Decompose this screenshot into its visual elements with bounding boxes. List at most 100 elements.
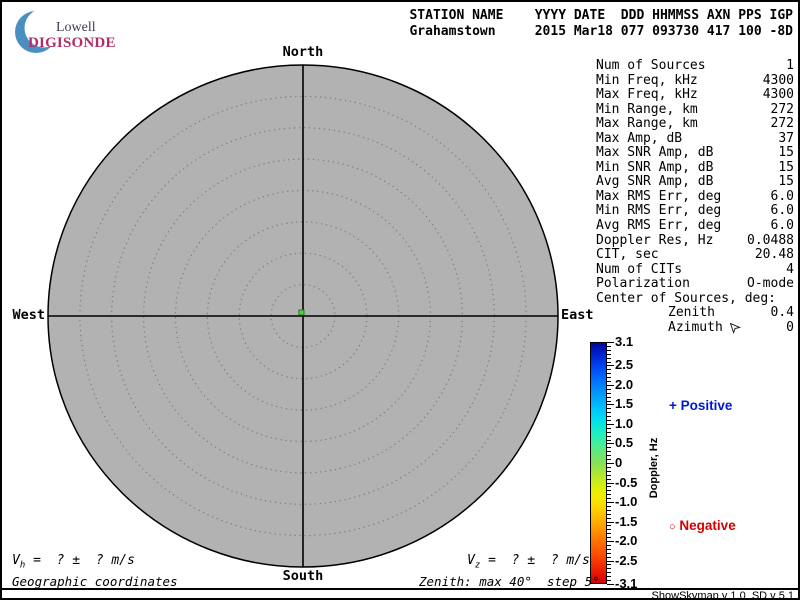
colorbar-minor-tick xyxy=(607,345,611,347)
stat-label: Num of Sources xyxy=(596,58,706,73)
compass-label-west: West xyxy=(12,307,45,323)
logo-lowell-text: Lowell xyxy=(56,20,96,35)
colorbar-minor-tick xyxy=(607,396,611,398)
colorbar-minor-tick xyxy=(607,373,611,375)
colorbar-major-tick xyxy=(607,365,614,367)
colorbar-tick-label: 0.5 xyxy=(615,435,634,451)
colorbar-minor-tick xyxy=(607,509,611,511)
version-label: ShowSkymap v 1.0 SD v 5.1 xyxy=(651,590,794,600)
vz-value: = ? ± ? m/s xyxy=(480,553,590,568)
colorbar-minor-tick xyxy=(607,459,611,461)
colorbar-minor-tick xyxy=(607,435,611,437)
stat-row: Avg SNR Amp, dB 15 xyxy=(596,175,794,190)
stat-value: 37 xyxy=(778,130,794,146)
logo-digisonde-text: DIGISONDE xyxy=(28,35,116,51)
colorbar-tick-label: 2.5 xyxy=(615,357,634,373)
stat-row: Min RMS Err, deg 6.0 xyxy=(596,204,794,219)
stat-value: 272 xyxy=(770,116,794,132)
colorbar-minor-tick xyxy=(607,412,611,414)
colorbar-minor-tick xyxy=(607,361,611,363)
stat-row: Num of CITs 4 xyxy=(596,262,794,278)
colorbar-minor-tick xyxy=(607,580,611,582)
colorbar-minor-tick xyxy=(607,353,611,355)
colorbar-tick-label: 0 xyxy=(615,455,623,470)
stat-value: 15 xyxy=(778,145,794,161)
legend-negative: ○ Negative xyxy=(669,518,736,533)
stat-label: Zenith xyxy=(668,305,715,321)
legend-positive: + Positive xyxy=(669,398,732,413)
stat-row: CIT, sec 20.48 xyxy=(596,248,794,263)
colorbar-minor-tick xyxy=(607,494,611,496)
colorbar-minor-tick xyxy=(607,576,611,578)
stat-label: Max Freq, kHz xyxy=(596,87,698,103)
stat-label: Avg RMS Err, deg xyxy=(596,218,722,234)
vh-readout: Vh = ? ± ? m/s xyxy=(12,553,135,571)
source-data-point xyxy=(298,309,305,316)
colorbar-minor-tick xyxy=(607,486,611,488)
stat-label: Doppler Res, Hz xyxy=(596,232,714,248)
colorbar-tick-label: -2.0 xyxy=(615,533,638,549)
colorbar-major-tick xyxy=(607,584,614,585)
colorbar-minor-tick xyxy=(607,439,611,441)
colorbar-minor-tick xyxy=(607,400,611,402)
stat-row: Max SNR Amp, dB 15 xyxy=(596,146,794,161)
doppler-colorbar xyxy=(590,342,607,584)
colorbar-minor-tick xyxy=(607,381,611,383)
colorbar-tick-label: -1.0 xyxy=(615,494,638,510)
colorbar-minor-tick xyxy=(607,427,611,429)
colorbar-major-tick xyxy=(607,443,614,445)
circle-symbol: ○ xyxy=(669,521,676,533)
stat-value: 15 xyxy=(778,174,794,190)
stat-row: Azimuth 0 xyxy=(596,320,794,336)
vh-subscript: h xyxy=(19,560,26,571)
colorbar-minor-tick xyxy=(607,537,611,539)
colorbar-tick-label: -2.5 xyxy=(615,552,638,568)
stat-label: Max SNR Amp, dB xyxy=(596,145,714,161)
colorbar-minor-tick xyxy=(607,447,611,449)
compass-label-south: South xyxy=(282,568,324,584)
colorbar-minor-tick xyxy=(607,377,611,379)
stat-value: 20.48 xyxy=(754,247,794,263)
colorbar-minor-tick xyxy=(607,408,611,410)
colorbar-major-tick xyxy=(607,423,614,425)
colorbar-tick-label: 1.5 xyxy=(615,396,634,412)
stat-value: 4300 xyxy=(762,87,794,103)
stat-value: 0.0488 xyxy=(747,232,794,248)
colorbar-major-tick xyxy=(607,404,614,406)
coordinate-system-label: Geographic coordinates xyxy=(12,574,178,589)
colorbar-minor-tick xyxy=(607,349,611,351)
station-header: STATION NAME YYYY DATE DDD HHMMSS AXN PP… xyxy=(409,8,793,56)
lowell-digisonde-logo: Lowell DIGISONDE xyxy=(10,8,130,54)
stat-row: Avg RMS Err, deg 6.0 xyxy=(596,218,794,234)
stat-value: O-mode xyxy=(747,276,794,292)
legend-positive-label: Positive xyxy=(680,398,733,413)
colorbar-minor-tick xyxy=(607,533,611,535)
colorbar-minor-tick xyxy=(607,544,611,546)
colorbar-minor-tick xyxy=(607,451,611,453)
colorbar-minor-tick xyxy=(607,568,611,570)
colorbar-minor-tick xyxy=(607,369,611,371)
compass-label-north: North xyxy=(282,44,324,60)
crescent-moon-icon xyxy=(15,10,58,53)
frame-bottom-line xyxy=(2,588,798,590)
plus-symbol: + xyxy=(669,398,677,413)
colorbar-tick-label: 3.1 xyxy=(615,334,634,349)
colorbar-minor-tick xyxy=(607,420,611,422)
stat-label: CIT, sec xyxy=(596,247,659,263)
compass-label-east: East xyxy=(561,307,594,323)
colorbar-minor-tick xyxy=(607,490,611,492)
colorbar-minor-tick xyxy=(607,470,611,472)
colorbar-minor-tick xyxy=(607,474,611,476)
stat-row: Num of Sources 1 xyxy=(596,58,794,74)
colorbar-minor-tick xyxy=(607,513,611,515)
colorbar-major-tick xyxy=(607,521,614,523)
legend-negative-label: Negative xyxy=(679,518,736,533)
colorbar-minor-tick xyxy=(607,388,611,390)
colorbar-minor-tick xyxy=(607,416,611,418)
stat-label: Max RMS Err, deg xyxy=(596,188,722,204)
stat-value: 0.4 xyxy=(770,305,794,321)
stat-label: Min RMS Err, deg xyxy=(596,203,722,219)
colorbar-tick-label: 2.0 xyxy=(615,376,634,392)
colorbar-minor-tick xyxy=(607,357,611,359)
